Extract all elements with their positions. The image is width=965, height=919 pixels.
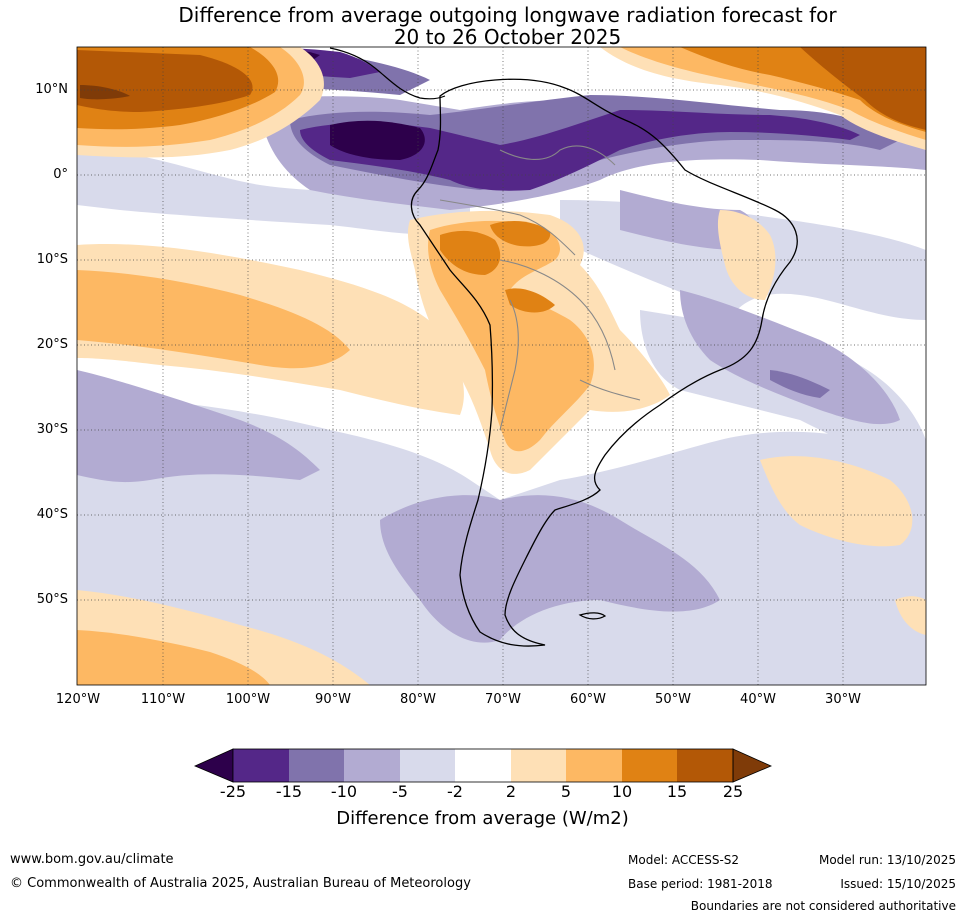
model-name: Model: ACCESS-S2 xyxy=(628,853,740,867)
lon-label-90w: 90°W xyxy=(315,692,351,707)
lat-label-10n: 10°N xyxy=(35,82,68,97)
colorbar-swatch-1 xyxy=(233,749,289,782)
colorbar-frame xyxy=(232,748,734,783)
colorbar-swatch-9 xyxy=(677,749,733,782)
colorbar-swatch-3 xyxy=(344,749,400,782)
colorbar-tick: 5 xyxy=(560,782,572,801)
colorbar-tick: -5 xyxy=(392,782,408,801)
lon-label-80w: 80°W xyxy=(400,692,436,707)
graticule xyxy=(77,47,926,685)
colorbar-swatch-6 xyxy=(511,749,566,782)
anomaly-region-pacific-band xyxy=(77,370,320,483)
anomaly-region-west-equatorial xyxy=(77,150,470,235)
colorbar-tick: -10 xyxy=(330,782,358,801)
colorbar-min-extend xyxy=(193,748,234,783)
colorbar-tick: 2 xyxy=(505,782,517,801)
lon-label-70w: 70°W xyxy=(485,692,521,707)
lon-label-50w: 50°W xyxy=(655,692,691,707)
anomaly-region-sp-orange xyxy=(77,270,350,369)
falkland-islands xyxy=(578,612,607,620)
anomaly-region-continent-orange-dark-2 xyxy=(490,220,551,247)
colorbar xyxy=(193,748,773,783)
lat-label-0: 0° xyxy=(53,167,68,182)
map-field xyxy=(77,47,926,685)
issued-date: Issued: 15/10/2025 xyxy=(840,877,956,891)
map-frame xyxy=(76,46,927,686)
website-link[interactable]: www.bom.gov.au/climate xyxy=(10,852,174,867)
country-borders xyxy=(439,145,641,431)
colorbar-tick: -25 xyxy=(219,782,247,801)
boundaries-disclaimer: Boundaries are not considered authoritat… xyxy=(690,899,956,913)
chart-title: Difference from average outgoing longwav… xyxy=(0,4,965,48)
colorbar-swatch-7 xyxy=(566,749,622,782)
anomaly-region-brazil-coast xyxy=(680,290,900,425)
anomaly-region-darkest-purple xyxy=(330,120,425,160)
colorbar-max-extend xyxy=(732,748,773,783)
anomaly-region-continent-orange xyxy=(428,220,594,452)
anomaly-region-ep-darkest xyxy=(80,85,130,100)
colorbar-title: Difference from average (W/m2) xyxy=(336,808,629,829)
copyright-text: © Commonwealth of Australia 2025, Austra… xyxy=(10,876,471,891)
colorbar-swatch-2 xyxy=(289,749,344,782)
lat-label-50s: 50°S xyxy=(36,592,68,607)
anomaly-region-atlantic-purple xyxy=(770,370,830,398)
anomaly-region-continent-orange-dark xyxy=(440,230,501,275)
title-line-2: 20 to 26 October 2025 xyxy=(393,25,622,49)
base-period: Base period: 1981-2018 xyxy=(628,877,773,891)
colorbar-tick: -15 xyxy=(275,782,303,801)
lat-label-30s: 30°S xyxy=(36,422,68,437)
anomaly-region-core-purple xyxy=(300,110,860,191)
lat-label-10s: 10°S xyxy=(36,252,68,267)
colorbar-swatch-4 xyxy=(400,749,455,782)
south-america-coastline xyxy=(410,78,798,647)
lon-label-100w: 100°W xyxy=(225,692,271,707)
anomaly-region-na-brown xyxy=(800,47,926,130)
lon-label-30w: 30°W xyxy=(825,692,861,707)
anomaly-region-atl-orange-light xyxy=(717,210,776,300)
model-run-date: Model run: 13/10/2025 xyxy=(818,853,956,867)
colorbar-tick: -2 xyxy=(447,782,463,801)
anomaly-region-se-orange-light xyxy=(895,596,926,635)
colorbar-tick: 25 xyxy=(722,782,744,801)
lon-label-120w: 120°W xyxy=(55,692,101,707)
anomaly-region-continent-orange-dark-3 xyxy=(505,288,555,313)
colorbar-swatch-8 xyxy=(622,749,677,782)
colorbar-tick: 15 xyxy=(666,782,688,801)
lat-label-20s: 20°S xyxy=(36,337,68,352)
central-america-coastline xyxy=(329,47,446,100)
colorbar-tick: 10 xyxy=(611,782,633,801)
lat-label-40s: 40°S xyxy=(36,507,68,522)
colorbar-swatch-5 xyxy=(455,749,511,782)
anomaly-region-ssp-orange xyxy=(77,630,270,685)
lon-label-60w: 60°W xyxy=(570,692,606,707)
anomaly-region-sa-orange-light xyxy=(760,456,913,547)
title-line-1: Difference from average outgoing longwav… xyxy=(178,3,837,27)
lon-label-110w: 110°W xyxy=(140,692,186,707)
anomaly-region-patagonia xyxy=(380,495,720,643)
lon-label-40w: 40°W xyxy=(740,692,776,707)
